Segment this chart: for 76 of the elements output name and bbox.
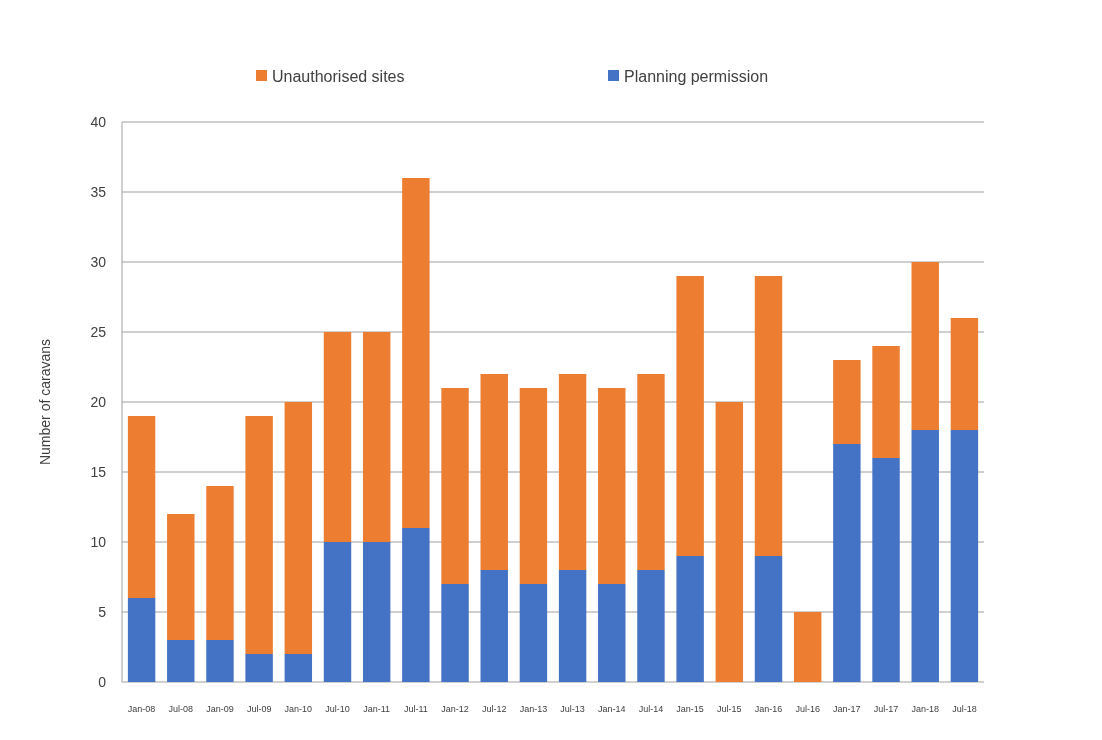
x-tick-label: Jan-17	[833, 704, 861, 714]
bar	[558, 374, 587, 570]
bar	[833, 444, 861, 682]
y-tick-label: 0	[98, 673, 107, 690]
bar	[206, 486, 234, 640]
y-tick-label: 20	[90, 393, 107, 410]
y-tick-label: 5	[98, 603, 107, 620]
bar	[323, 332, 352, 542]
legend-label: Planning permission	[624, 67, 769, 85]
x-tick-label: Jul-18	[952, 704, 977, 714]
x-tick-label: Jul-09	[246, 704, 272, 714]
bar	[167, 640, 195, 682]
x-tick-label: Jan-16	[754, 704, 783, 714]
x-tick-label: Jul-17	[873, 704, 899, 714]
x-tick-label: Jan-18	[911, 704, 939, 714]
bar	[911, 262, 939, 430]
bar	[872, 458, 900, 682]
x-tick-label: Jan-09	[206, 704, 234, 714]
bar	[206, 640, 234, 682]
x-tick-label: Jul-14	[638, 704, 664, 714]
x-tick-label: Jan-10	[284, 704, 313, 714]
bar	[402, 528, 430, 682]
bar	[167, 514, 195, 640]
x-tick-label: Jan-13	[519, 704, 548, 714]
bar	[480, 570, 508, 682]
bar	[362, 332, 391, 542]
bar	[402, 178, 430, 528]
bar	[793, 612, 822, 682]
y-axis-title: Number of caravans	[37, 338, 53, 466]
bar	[519, 388, 548, 584]
y-tick-label: 40	[90, 113, 107, 130]
bar	[558, 570, 587, 682]
x-tick-label: Jul-13	[560, 704, 585, 714]
bar	[637, 374, 665, 570]
x-tick-label: Jan-08	[127, 704, 156, 714]
bar	[441, 388, 469, 584]
y-tick-label: 10	[90, 533, 107, 550]
x-tick-label: Jan-12	[441, 704, 469, 714]
bar	[676, 556, 704, 682]
x-tick-label: Jan-11	[363, 704, 391, 714]
legend-label: Unauthorised sites	[272, 67, 405, 85]
bar	[480, 374, 508, 570]
bar	[127, 416, 156, 598]
bar	[950, 430, 979, 682]
x-tick-label: Jan-14	[598, 704, 626, 714]
bar	[284, 402, 313, 654]
bar	[715, 402, 744, 682]
bar	[833, 360, 861, 444]
x-tick-label: Jul-10	[325, 704, 350, 714]
y-tick-label: 30	[90, 253, 107, 270]
bar	[127, 598, 156, 682]
bar	[323, 542, 352, 682]
bar	[872, 346, 900, 458]
bar	[245, 654, 273, 682]
x-tick-label: Jan-15	[676, 704, 704, 714]
bar	[284, 654, 313, 682]
x-tick-label: Jul-12	[481, 704, 507, 714]
bar	[754, 276, 783, 556]
y-tick-label: 35	[90, 183, 107, 200]
y-tick-label: 15	[90, 463, 107, 480]
bar	[637, 570, 665, 682]
bar	[598, 584, 626, 682]
bar	[441, 584, 469, 682]
bar	[245, 416, 273, 654]
y-tick-label: 25	[90, 323, 107, 340]
bar	[362, 542, 391, 682]
bar	[754, 556, 783, 682]
bar	[519, 584, 548, 682]
bar	[676, 276, 704, 556]
x-tick-label: Jul-15	[717, 704, 742, 714]
bar	[950, 318, 979, 430]
x-tick-label: Jul-16	[795, 704, 820, 714]
bar	[911, 430, 939, 682]
x-tick-label: Jul-08	[168, 704, 194, 714]
bar	[598, 388, 626, 584]
x-tick-label: Jul-11	[403, 704, 428, 714]
